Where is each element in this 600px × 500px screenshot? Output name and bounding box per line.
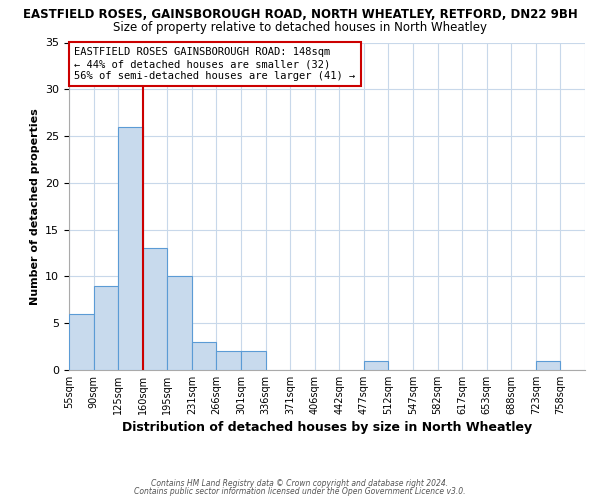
Bar — [217, 352, 241, 370]
Text: Size of property relative to detached houses in North Wheatley: Size of property relative to detached ho… — [113, 21, 487, 34]
Bar — [167, 276, 192, 370]
Bar — [118, 126, 143, 370]
Text: Contains public sector information licensed under the Open Government Licence v3: Contains public sector information licen… — [134, 487, 466, 496]
Y-axis label: Number of detached properties: Number of detached properties — [29, 108, 40, 304]
Bar — [192, 342, 217, 370]
Bar — [241, 352, 266, 370]
Text: EASTFIELD ROSES, GAINSBOROUGH ROAD, NORTH WHEATLEY, RETFORD, DN22 9BH: EASTFIELD ROSES, GAINSBOROUGH ROAD, NORT… — [23, 8, 577, 20]
Text: EASTFIELD ROSES GAINSBOROUGH ROAD: 148sqm
← 44% of detached houses are smaller (: EASTFIELD ROSES GAINSBOROUGH ROAD: 148sq… — [74, 48, 355, 80]
Bar — [536, 360, 560, 370]
X-axis label: Distribution of detached houses by size in North Wheatley: Distribution of detached houses by size … — [122, 421, 532, 434]
Bar — [364, 360, 388, 370]
Bar — [143, 248, 167, 370]
Text: Contains HM Land Registry data © Crown copyright and database right 2024.: Contains HM Land Registry data © Crown c… — [151, 478, 449, 488]
Bar — [69, 314, 94, 370]
Bar — [94, 286, 118, 370]
